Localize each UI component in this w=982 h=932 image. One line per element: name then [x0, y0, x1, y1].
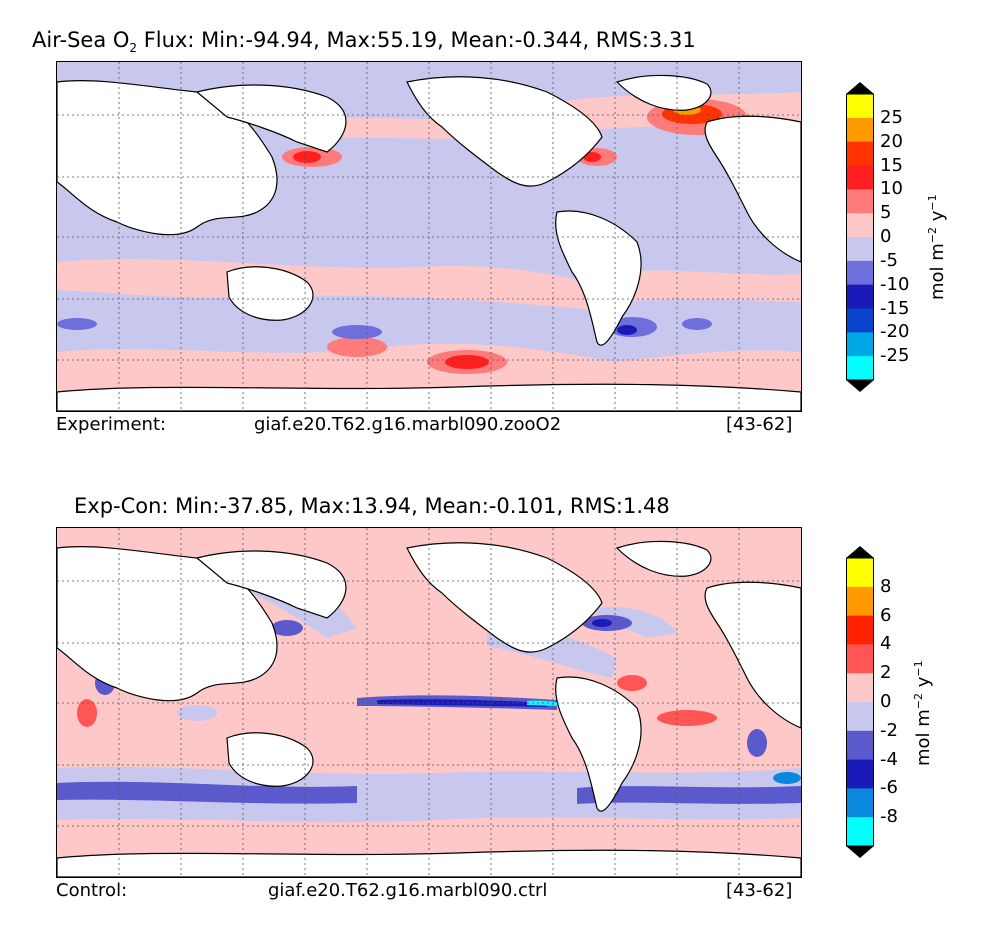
colorbar-swatch: [846, 673, 874, 703]
panel-1-footer-right: [43-62]: [726, 414, 793, 435]
panel-2-footer-right: [43-62]: [726, 880, 793, 901]
colorbar-tick-label: 25: [880, 106, 903, 128]
colorbar-tick-label: 0: [880, 691, 892, 712]
colorbar-tick-label: -8: [880, 806, 898, 828]
panel-2-footer-left: Control:: [56, 880, 128, 901]
colorbar-tick-label: -10: [880, 273, 910, 295]
panel-2-footer-center: giaf.e20.T62.g16.marbl090.ctrl: [268, 880, 548, 901]
colorbar-tick-label: -15: [880, 297, 910, 319]
panel-1-footer-left: Experiment:: [56, 414, 167, 435]
colorbar-tick-label: -6: [880, 777, 898, 799]
colorbar-tick-label: -20: [880, 321, 910, 343]
colorbar-swatch: [846, 189, 874, 214]
colorbar-swatch: [846, 332, 874, 357]
colorbar-swatch: [846, 558, 874, 588]
colorbar-swatch: [846, 260, 874, 286]
colorbar-tick-label: -2: [880, 719, 898, 741]
panel-2-colorbar: [846, 546, 874, 858]
colorbar-swatch: [846, 759, 874, 789]
colorbar-swatch: [846, 165, 874, 190]
colorbar-tick-label: 15: [880, 154, 903, 176]
colorbar-swatch: [846, 644, 874, 674]
colorbar-tick-label: 0: [880, 226, 892, 247]
colorbar-swatch: [846, 117, 874, 143]
colorbar-swatch: [846, 141, 874, 166]
colorbar-swatch: [846, 730, 874, 761]
panel-1-map: [56, 61, 802, 412]
panel-2-colorbar-label: mol m−2 y−1: [912, 660, 934, 766]
colorbar-swatch: [846, 237, 874, 262]
panel-2-title: Exp-Con: Min:-37.85, Max:13.94, Mean:-0.…: [74, 494, 670, 518]
colorbar-tick-label: 8: [880, 575, 892, 597]
panel-1-colorbar-label: mol m−2 y−1: [926, 194, 948, 300]
colorbar-swatch: [846, 94, 874, 119]
colorbar-tick-label: -5: [880, 249, 898, 271]
colorbar-tick-label: -25: [880, 345, 910, 367]
colorbar-swatch: [846, 788, 874, 818]
panel-1-map-graphic: [57, 62, 801, 411]
colorbar-swatch: [846, 702, 874, 732]
colorbar-swatch: [846, 308, 874, 333]
colorbar-tick-label: 4: [880, 633, 892, 655]
colorbar-swatch: [846, 586, 874, 617]
panel-1-colorbar: [846, 82, 874, 392]
colorbar-swatch: [846, 817, 874, 847]
colorbar-swatch: [846, 356, 874, 381]
colorbar-tick-label: 10: [880, 178, 903, 200]
panel-2-map: [56, 527, 802, 878]
colorbar-swatch: [846, 213, 874, 238]
panel-2-map-graphic: [57, 528, 801, 877]
colorbar-tick-label: -4: [880, 748, 898, 770]
colorbar-tick-label: 2: [880, 662, 892, 684]
colorbar-swatch: [846, 615, 874, 645]
colorbar-tick-label: 6: [880, 604, 892, 626]
colorbar-tick-label: 20: [880, 130, 903, 152]
panel-1-footer-center: giaf.e20.T62.g16.marbl090.zooO2: [254, 414, 562, 435]
colorbar-swatch: [846, 284, 874, 309]
colorbar-tick-label: 5: [880, 202, 892, 224]
panel-1-title: Air-Sea O2 Flux: Min:-94.94, Max:55.19, …: [32, 28, 696, 56]
